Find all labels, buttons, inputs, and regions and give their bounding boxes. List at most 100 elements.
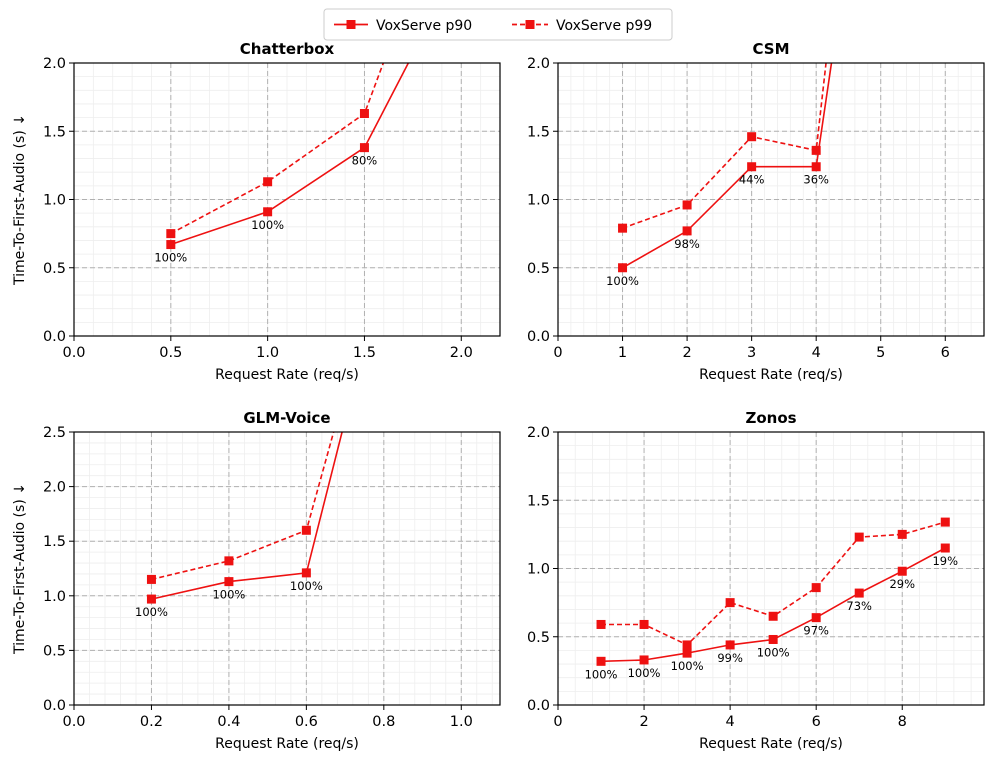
y-tick-label: 2.0 bbox=[527, 56, 550, 72]
data-point-p90 bbox=[146, 594, 156, 604]
x-tick-label: 2 bbox=[682, 345, 691, 361]
axes-frame bbox=[73, 431, 501, 706]
y-tick-label: 1.5 bbox=[43, 534, 66, 550]
data-point-p99 bbox=[768, 611, 778, 621]
x-tick-label: 1 bbox=[618, 345, 627, 361]
annotation-label: 80% bbox=[352, 154, 378, 168]
y-tick-label: 0.5 bbox=[43, 261, 66, 277]
annotation-label: 100% bbox=[585, 667, 618, 681]
data-point-p99 bbox=[811, 145, 821, 155]
legend-label-p90: VoxServe p90 bbox=[376, 18, 472, 34]
data-point-p90 bbox=[811, 162, 821, 172]
x-tick-label: 4 bbox=[726, 714, 735, 730]
panels: 100% 100% 80% 0.0 0.5 1.0 1.5 2.0 0.0 0.5 1.0 1.5 2.… bbox=[12, 40, 985, 752]
y-tick-label: 2.0 bbox=[43, 56, 66, 72]
annotation-label: 19% bbox=[932, 554, 958, 568]
data-point-p99 bbox=[940, 517, 950, 527]
annotation-label: 36% bbox=[803, 173, 829, 187]
x-tick-label: 0.2 bbox=[140, 714, 163, 730]
y-tick-label: 1.0 bbox=[43, 589, 66, 605]
chart-title: Zonos bbox=[745, 409, 796, 427]
chart-title: CSM bbox=[752, 40, 789, 58]
data-point-p90 bbox=[768, 634, 778, 644]
annotation-label: 100% bbox=[154, 251, 187, 265]
x-tick-label: 2.0 bbox=[450, 345, 473, 361]
x-axis-label: Request Rate (req/s) bbox=[215, 367, 359, 383]
x-tick-label: 0.0 bbox=[62, 345, 85, 361]
y-tick-label: 2.0 bbox=[527, 425, 550, 441]
y-axis-label: Time-To-First-Audio (s) ↓ bbox=[12, 483, 28, 655]
annotation-label: 100% bbox=[671, 659, 704, 673]
data-point-p99 bbox=[359, 109, 369, 119]
data-point-p99 bbox=[897, 529, 907, 539]
data-point-p99 bbox=[224, 556, 234, 566]
y-tick-label: 1.0 bbox=[527, 193, 550, 209]
y-tick-label: 2.0 bbox=[43, 480, 66, 496]
y-tick-label: 0.5 bbox=[527, 261, 550, 277]
annotation-label: 73% bbox=[846, 599, 872, 613]
x-tick-label: 6 bbox=[941, 345, 950, 361]
chart-title: Chatterbox bbox=[240, 40, 335, 58]
series-line-p99 bbox=[151, 432, 335, 581]
data-point-p90 bbox=[940, 543, 950, 553]
y-tick-label: 1.0 bbox=[43, 193, 66, 209]
data-point-p99 bbox=[682, 200, 692, 210]
chart-panel-2: 100% 100% 100% 0.0 0.2 0.4 0.6 0.8 1.0 0.0 0.5 1.0 1… bbox=[12, 409, 501, 752]
major-grid bbox=[73, 431, 500, 706]
y-tick-label: 0.0 bbox=[527, 329, 550, 345]
data-point-p90 bbox=[639, 655, 649, 665]
x-tick-label: 6 bbox=[812, 714, 821, 730]
annotation-label: 44% bbox=[739, 173, 765, 187]
data-point-p90 bbox=[682, 648, 692, 658]
data-point-p99 bbox=[725, 598, 735, 608]
y-tick-label: 0.0 bbox=[527, 698, 550, 714]
x-tick-label: 3 bbox=[747, 345, 756, 361]
x-tick-label: 0.8 bbox=[372, 714, 395, 730]
annotation-label: 100% bbox=[628, 666, 661, 680]
x-axis-label: Request Rate (req/s) bbox=[699, 367, 843, 383]
annotation-label: 100% bbox=[290, 579, 323, 593]
chart-panel-3: 100% 100% 100% 99% 100% 97% 73% 29% 19% 0 2 4 6 8 0.0 0… bbox=[527, 409, 985, 752]
x-tick-label: 5 bbox=[876, 345, 885, 361]
data-point-p90 bbox=[854, 588, 864, 598]
data-point-p90 bbox=[682, 226, 692, 236]
data-point-p90 bbox=[618, 263, 628, 273]
chart-title: GLM-Voice bbox=[243, 409, 330, 427]
annotation-label: 100% bbox=[606, 274, 639, 288]
chart-panel-1: 100% 98% 44% 36% 0 1 2 3 4 5 6 0.0 0.5 1.0 1.5 2.0 CSM Re… bbox=[527, 40, 985, 383]
y-tick-label: 0.0 bbox=[43, 329, 66, 345]
x-axis-label: Request Rate (req/s) bbox=[699, 736, 843, 752]
annotation-label: 97% bbox=[803, 624, 829, 638]
data-point-p90 bbox=[224, 577, 234, 587]
data-point-p99 bbox=[682, 640, 692, 650]
data-point-p90 bbox=[301, 568, 311, 578]
x-tick-label: 1.5 bbox=[353, 345, 376, 361]
legend-entry-p90: VoxServe p90 bbox=[334, 18, 472, 34]
x-tick-label: 1.0 bbox=[256, 345, 279, 361]
series-line-p90 bbox=[151, 432, 343, 600]
annotation-label: 100% bbox=[135, 605, 168, 619]
legend-entry-p99: VoxServe p99 bbox=[512, 18, 652, 34]
chart-panel-0: 100% 100% 80% 0.0 0.5 1.0 1.5 2.0 0.0 0.5 1.0 1.5 2.… bbox=[12, 40, 501, 383]
x-axis-label: Request Rate (req/s) bbox=[215, 736, 359, 752]
data-point-p90 bbox=[263, 207, 273, 217]
series-group bbox=[146, 432, 343, 604]
y-axis-label: Time-To-First-Audio (s) ↓ bbox=[12, 114, 28, 286]
data-point-p90 bbox=[596, 656, 606, 666]
data-point-p90 bbox=[897, 566, 907, 576]
y-tick-label: 1.5 bbox=[527, 124, 550, 140]
data-point-p99 bbox=[166, 229, 176, 239]
annotation-label: 100% bbox=[757, 645, 790, 659]
x-tick-label: 2 bbox=[639, 714, 648, 730]
data-point-p99 bbox=[263, 177, 273, 187]
x-tick-label: 0 bbox=[553, 345, 562, 361]
data-point-p90 bbox=[725, 640, 735, 650]
annotation-label: 100% bbox=[251, 218, 284, 232]
x-tick-label: 4 bbox=[812, 345, 821, 361]
annotation-label: 99% bbox=[717, 651, 743, 665]
series-line-p90 bbox=[600, 547, 946, 663]
series-line-p99 bbox=[170, 63, 385, 235]
data-point-p90 bbox=[811, 613, 821, 623]
series-group bbox=[166, 63, 410, 250]
